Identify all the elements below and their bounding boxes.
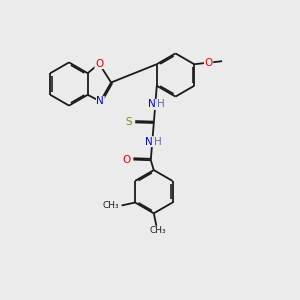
Text: N: N: [148, 99, 156, 110]
Text: CH₃: CH₃: [150, 226, 166, 235]
Text: S: S: [125, 117, 132, 128]
Text: N: N: [145, 136, 153, 147]
Text: O: O: [95, 58, 103, 69]
Text: N: N: [96, 96, 104, 106]
Text: O: O: [205, 58, 213, 68]
Text: CH₃: CH₃: [103, 201, 119, 210]
Text: O: O: [122, 154, 130, 165]
Text: H: H: [157, 99, 165, 110]
Text: H: H: [154, 136, 162, 147]
